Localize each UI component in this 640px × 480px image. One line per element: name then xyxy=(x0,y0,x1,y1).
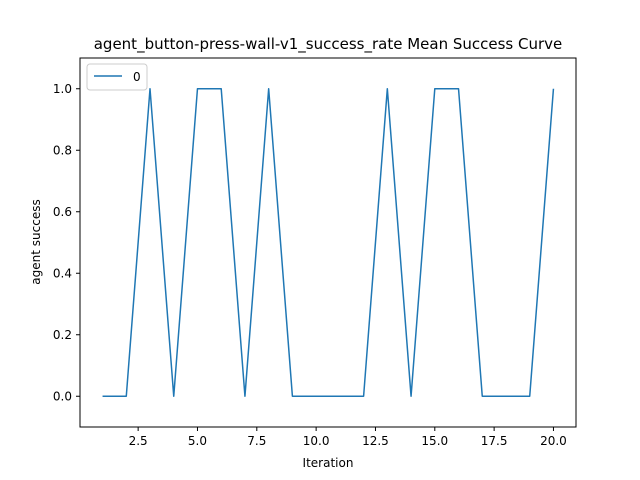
x-tick-label: 15.0 xyxy=(421,434,448,448)
x-tick-label: 20.0 xyxy=(540,434,567,448)
y-tick-label: 1.0 xyxy=(53,82,72,96)
y-tick-label: 0.2 xyxy=(53,328,72,342)
x-tick-label: 10.0 xyxy=(303,434,330,448)
legend-label: 0 xyxy=(133,70,141,84)
legend-box xyxy=(86,63,148,91)
series-layer xyxy=(102,88,555,397)
legend: 0 xyxy=(86,63,148,91)
y-tick-label: 0.0 xyxy=(53,389,72,403)
y-tick-label: 0.4 xyxy=(53,266,72,280)
x-tick-label: 5.0 xyxy=(188,434,207,448)
plot-area-frame xyxy=(79,57,577,428)
chart-title: agent_button-press-wall-v1_success_rate … xyxy=(94,35,563,54)
y-tick-label: 0.6 xyxy=(53,205,72,219)
axis-ticks: 2.5 5.0 7.5 10.0 12.5 15.0 17.5 20.0 0.0 0.2 0.4 0.… xyxy=(53,82,567,448)
y-tick-label: 0.8 xyxy=(53,143,72,157)
x-axis-label: Iteration xyxy=(303,456,354,470)
series-line xyxy=(102,88,555,397)
y-axis-label: agent success xyxy=(29,199,43,284)
x-tick-label: 2.5 xyxy=(129,434,148,448)
x-tick-label: 12.5 xyxy=(362,434,389,448)
x-tick-label: 7.5 xyxy=(247,434,266,448)
x-tick-label: 17.5 xyxy=(481,434,508,448)
